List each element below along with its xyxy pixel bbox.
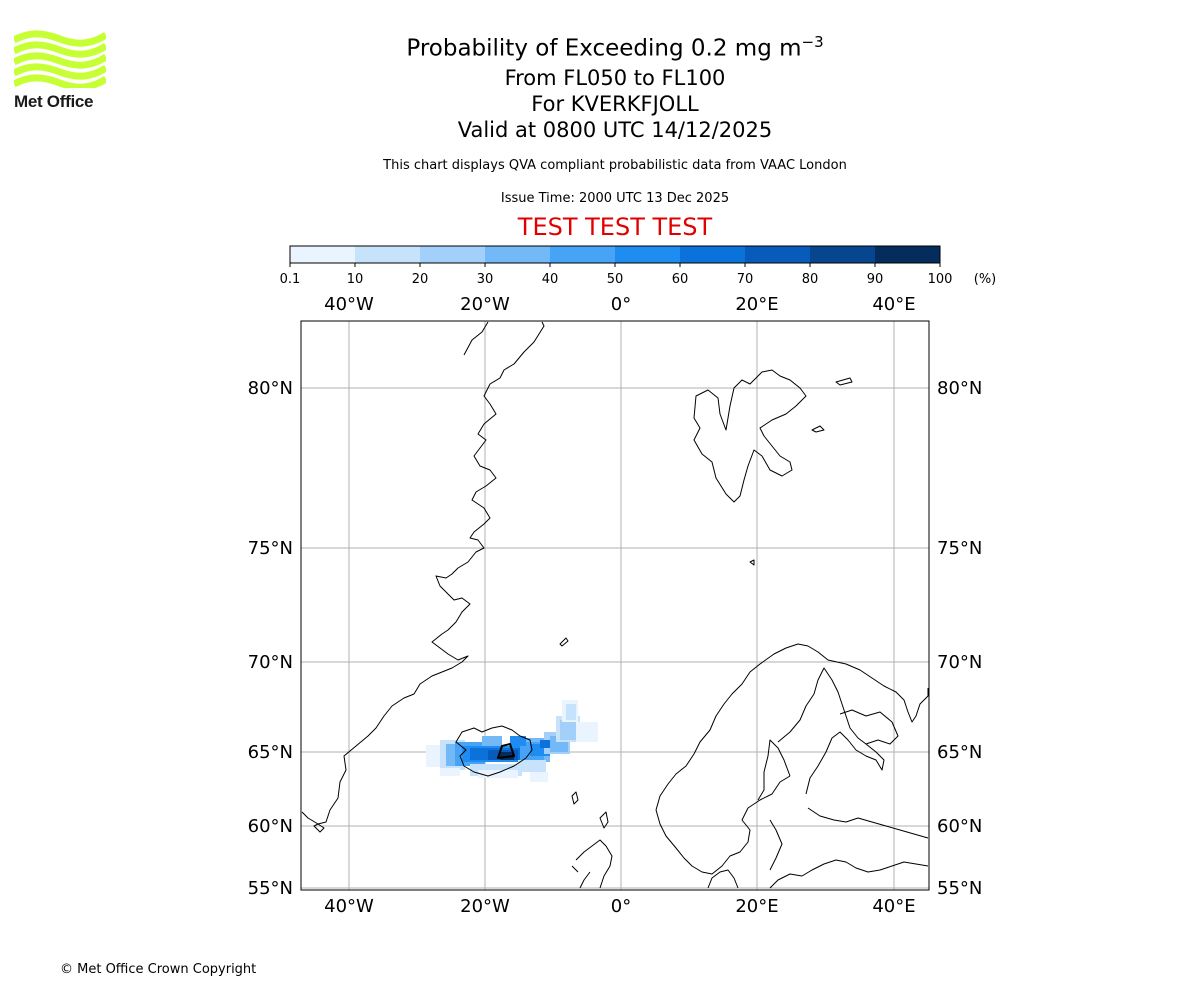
- lat-label-left: 70°N: [248, 652, 293, 673]
- title-line-3: For KVERKFJOLL: [531, 91, 699, 116]
- lon-label-top: 40°W: [324, 294, 374, 315]
- lat-label-right: 65°N: [937, 742, 982, 763]
- lat-label-left: 55°N: [248, 878, 293, 899]
- ash-cell: [440, 768, 460, 776]
- norway-south-coast: [655, 775, 791, 875]
- kong-karls-land: [811, 425, 825, 433]
- subtitle: This chart displays QVA compliant probab…: [383, 158, 847, 173]
- logo-wave: [12, 63, 108, 80]
- greenland-coastline: [301, 321, 545, 825]
- shetland-islands: [599, 811, 609, 829]
- lon-label-top: 40°E: [872, 294, 915, 315]
- lat-label-right: 60°N: [937, 816, 982, 837]
- colorbar-cell: [420, 246, 485, 263]
- ash-cell: [560, 720, 576, 740]
- ash-cell: [540, 740, 550, 748]
- kverkfjoll-marker-icon: [497, 743, 515, 759]
- colorbar-cell: [680, 246, 745, 263]
- lon-label-top: 0°: [611, 294, 631, 315]
- met-office-waves-icon: [12, 30, 108, 91]
- colorbar-tick-label: 90: [867, 272, 884, 287]
- colorbar-cell: [355, 246, 420, 263]
- ash-cell: [478, 770, 518, 778]
- lat-label-right: 75°N: [937, 538, 982, 559]
- lat-label-right: 70°N: [937, 652, 982, 673]
- colorbar-tick-label: 10: [347, 272, 364, 287]
- lat-label-left: 75°N: [248, 538, 293, 559]
- logo-wave: [12, 41, 108, 58]
- colorbar-tick-label: 20: [412, 272, 429, 287]
- jan-mayen: [559, 637, 569, 647]
- logo-text: Met Office: [14, 92, 94, 111]
- ash-cell: [576, 722, 598, 742]
- iceland-coastline: [455, 725, 533, 777]
- copyright: © Met Office Crown Copyright: [60, 962, 257, 977]
- greenland-cape: [313, 823, 325, 833]
- lon-label-bottom: 40°W: [324, 896, 374, 917]
- colorbar-tick-label: 0.1: [280, 272, 301, 287]
- map-frame: [300, 320, 930, 891]
- colorbar-tick-label: 30: [477, 272, 494, 287]
- lon-label-bottom: 40°E: [872, 896, 915, 917]
- finland-gulf: [807, 807, 929, 839]
- ash-cell: [566, 704, 576, 720]
- issue-time: Issue Time: 2000 UTC 13 Dec 2025: [500, 191, 730, 206]
- colorbar-tick-label: 40: [542, 272, 559, 287]
- colorbar-cell: [615, 246, 680, 263]
- title-line-4: Valid at 0800 UTC 14/12/2025: [457, 117, 773, 142]
- colorbar-tick-label: 100: [928, 272, 953, 287]
- ash-cell: [530, 772, 548, 782]
- title-line-2: From FL050 to FL100: [504, 65, 726, 90]
- lat-label-left: 80°N: [248, 378, 293, 399]
- lon-label-top: 20°E: [735, 294, 778, 315]
- colorbar-tick-label: 70: [737, 272, 754, 287]
- colorbar-cell: [745, 246, 810, 263]
- baltic-coast: [769, 859, 929, 889]
- svalbard-coastline: [693, 369, 807, 503]
- ash-cell: [510, 736, 526, 746]
- lon-label-bottom: 20°W: [460, 896, 510, 917]
- colorbar-tick-label: 80: [802, 272, 819, 287]
- sweden-east-coast: [757, 739, 791, 801]
- test-banner: TEST TEST TEST: [517, 213, 713, 241]
- colorbar: 0.1 10 20 30 40 50 60 70 80 90 100 (%): [280, 245, 997, 287]
- denmark-coast: [707, 869, 739, 889]
- colorbar-cell: [550, 246, 615, 263]
- sweden-south: [769, 819, 783, 871]
- scotland-coastline: [571, 839, 613, 889]
- colorbar-cell: [485, 246, 550, 263]
- logo-wave: [12, 30, 108, 47]
- lat-label-right: 80°N: [937, 378, 982, 399]
- gulf-of-bothnia: [777, 667, 885, 795]
- bear-island: [749, 559, 755, 566]
- lon-label-bottom: 20°E: [735, 896, 778, 917]
- lat-label-left: 60°N: [248, 816, 293, 837]
- chart-title: Probability of Exceeding 0.2 mg m−3 From…: [300, 26, 930, 143]
- scandinavia-coastline: [655, 643, 929, 811]
- white-sea: [839, 709, 899, 745]
- lon-label-top: 20°W: [460, 294, 510, 315]
- lon-label-bottom: 0°: [611, 896, 631, 917]
- colorbar-tick-label: 50: [607, 272, 624, 287]
- lat-label-right: 55°N: [937, 878, 982, 899]
- ash-probability-field: [426, 700, 598, 782]
- title-line-1: Probability of Exceeding 0.2 mg m−3: [406, 33, 824, 62]
- map: 40°W 40°W 20°W 20°W 0° 0° 20°E 20°E 40°E 40°E 80°N…: [248, 294, 983, 917]
- kvitoya: [835, 377, 853, 386]
- logo-wave: [12, 52, 108, 69]
- colorbar-unit-label: (%): [974, 272, 997, 287]
- greenland-north-coast: [463, 321, 489, 356]
- faroe-islands: [571, 791, 579, 805]
- met-office-logo: Met Office: [12, 30, 109, 112]
- lat-label-left: 65°N: [248, 742, 293, 763]
- logo-wave: [12, 74, 108, 91]
- colorbar-cell: [875, 246, 940, 263]
- ash-cell: [518, 760, 546, 772]
- colorbar-tick-label: 60: [672, 272, 689, 287]
- colorbar-cell: [290, 246, 355, 263]
- ash-cell: [482, 736, 502, 746]
- colorbar-cell: [810, 246, 875, 263]
